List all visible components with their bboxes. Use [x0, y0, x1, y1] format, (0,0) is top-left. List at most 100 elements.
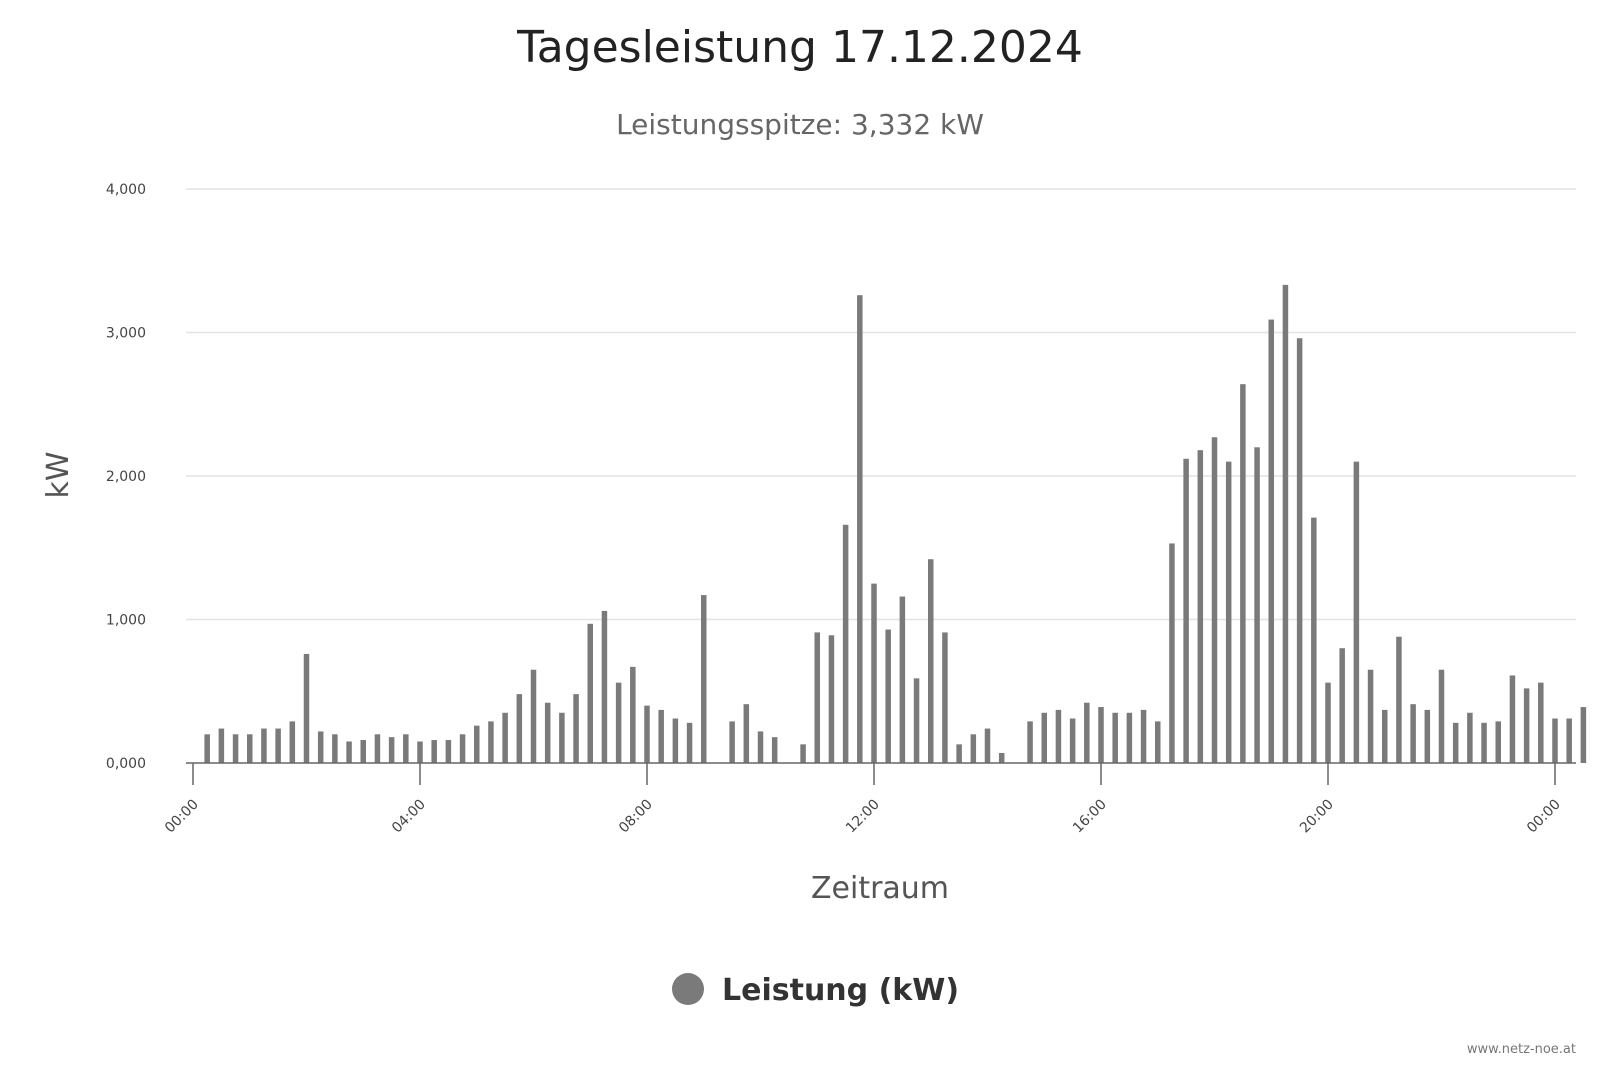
- x-tick-label: 16:00: [1070, 797, 1110, 837]
- bar: [275, 728, 281, 763]
- bar: [757, 731, 764, 763]
- bar: [743, 704, 750, 763]
- bar: [814, 632, 820, 763]
- bar: [1523, 688, 1530, 763]
- bar: [1225, 461, 1232, 763]
- legend-marker-icon: [672, 973, 704, 1005]
- bar: [417, 741, 423, 763]
- y-tick-label: 1,000: [106, 613, 146, 629]
- bar: [1367, 669, 1374, 763]
- bar: [374, 734, 381, 763]
- bar: [928, 559, 934, 763]
- bar: [474, 725, 480, 763]
- bar: [913, 678, 920, 763]
- bar: [1424, 709, 1431, 763]
- bar: [1055, 709, 1062, 763]
- bar: [346, 741, 352, 763]
- legend-item-leistung[interactable]: Leistung (kW): [672, 973, 959, 1008]
- bar: [1282, 284, 1289, 763]
- bar: [1382, 709, 1388, 763]
- bar: [459, 734, 466, 763]
- bar: [1580, 707, 1587, 763]
- bar: [885, 629, 891, 763]
- bar: [1155, 721, 1161, 763]
- x-tick-label: 04:00: [389, 797, 429, 837]
- bar: [871, 583, 877, 763]
- bar: [970, 734, 977, 763]
- bar: [516, 694, 523, 763]
- bar: [1041, 712, 1047, 763]
- bar: [204, 734, 210, 763]
- x-axis-title: Zeitraum: [811, 871, 949, 906]
- bar: [332, 734, 338, 763]
- bar: [942, 632, 948, 763]
- chart-title: Tagesleistung 17.12.2024: [516, 22, 1083, 73]
- chart-subtitle: Leistungsspitze: 3,332 kW: [616, 108, 984, 141]
- bar: [317, 731, 324, 763]
- x-tick-label: 12:00: [843, 797, 883, 837]
- bar: [1169, 543, 1175, 763]
- bar: [559, 712, 565, 763]
- y-tick-label: 4,000: [106, 182, 146, 198]
- bar: [998, 752, 1005, 763]
- bar: [1240, 384, 1246, 763]
- bar: [1438, 669, 1445, 763]
- x-tick-label: 08:00: [616, 797, 656, 837]
- bar: [1254, 447, 1260, 763]
- bar-series: [204, 284, 1587, 763]
- bar: [388, 737, 395, 763]
- bar: [658, 709, 664, 763]
- bar: [1098, 707, 1104, 763]
- bar: [1296, 338, 1303, 763]
- bar: [1112, 712, 1118, 763]
- credit-link[interactable]: www.netz-noe.at: [1467, 1042, 1576, 1057]
- bar: [899, 596, 906, 763]
- bar: [1566, 718, 1572, 763]
- x-axis: 00:00 04:00 08:00 12:00 16:00 20:00 00:00: [162, 762, 1576, 837]
- bar: [1509, 675, 1516, 763]
- bar: [1027, 721, 1033, 763]
- bar: [644, 705, 650, 763]
- bar: [672, 718, 679, 763]
- bar: [544, 702, 551, 763]
- bar: [1069, 718, 1076, 763]
- bar: [1339, 648, 1345, 763]
- bar: [729, 721, 735, 763]
- gridlines: [186, 188, 1576, 621]
- bar: [360, 740, 366, 763]
- bar: [247, 734, 253, 763]
- bar: [601, 610, 608, 763]
- bar: [984, 728, 991, 763]
- bar: [403, 734, 409, 763]
- bar: [771, 737, 778, 763]
- bar: [1311, 517, 1317, 763]
- bar: [1481, 722, 1487, 763]
- bar: [1495, 721, 1501, 763]
- x-tick-label: 00:00: [162, 797, 202, 837]
- bar: [956, 744, 962, 763]
- bar: [587, 623, 593, 763]
- bar: [1325, 682, 1331, 763]
- bar: [261, 728, 267, 763]
- bar: [1396, 636, 1402, 763]
- bar: [431, 740, 437, 763]
- y-axis-title: kW: [41, 451, 76, 498]
- bar: [445, 740, 452, 763]
- y-tick-label: 2,000: [106, 469, 146, 485]
- bar: [232, 734, 239, 763]
- bar: [1084, 702, 1090, 763]
- x-tick-label: 20:00: [1297, 797, 1337, 837]
- bar: [686, 722, 693, 763]
- bar: [701, 595, 707, 763]
- bar: [1552, 718, 1558, 763]
- bar: [289, 721, 296, 763]
- y-tick-label: 0,000: [106, 756, 146, 772]
- bar: [1140, 709, 1147, 763]
- bar: [857, 295, 863, 763]
- legend-label: Leistung (kW): [722, 973, 959, 1008]
- y-axis-ticks: 0,000 1,000 2,000 3,000 4,000: [106, 182, 146, 772]
- bar: [1268, 319, 1274, 763]
- bar: [800, 744, 806, 763]
- bar: [218, 728, 225, 763]
